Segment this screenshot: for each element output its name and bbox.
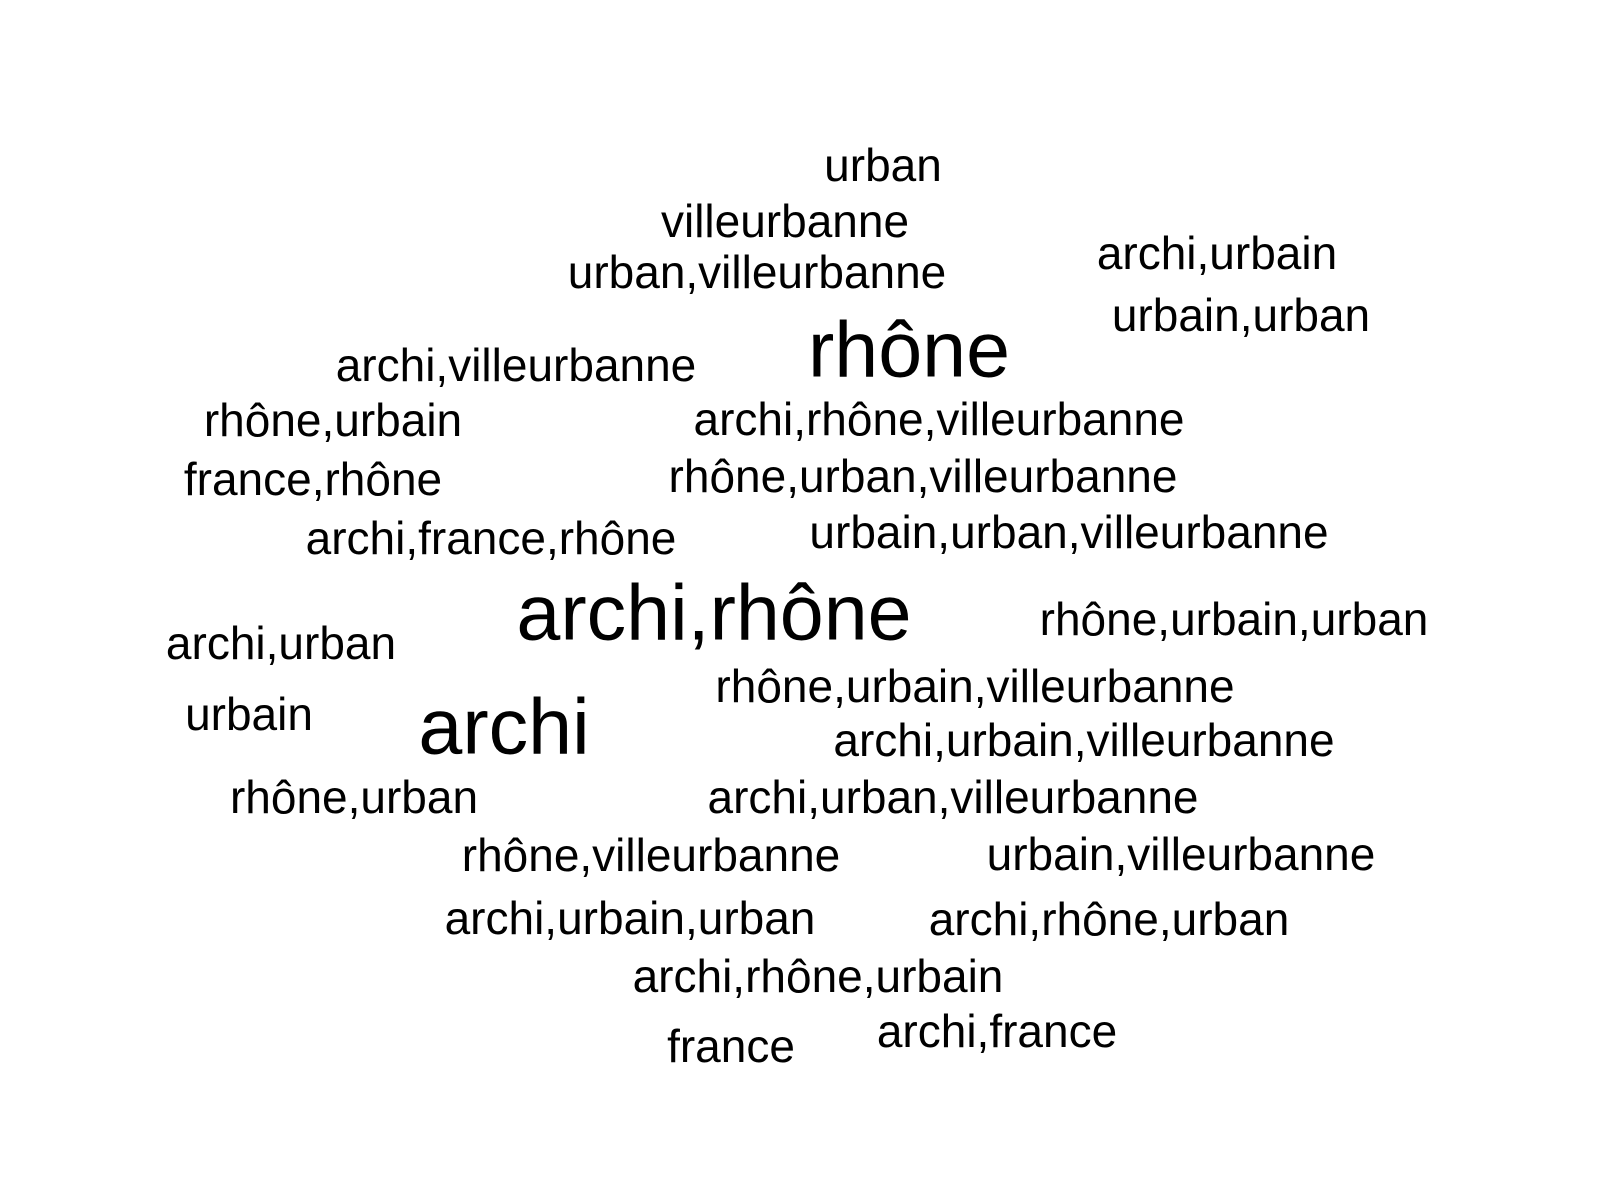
word-rhone-villeurbanne: rhône,villeurbanne (461, 829, 841, 881)
word-rhone-urban-villeurbanne: rhône,urban,villeurbanne (668, 450, 1178, 502)
word-france: france (667, 1020, 795, 1072)
word-archi-villeurbanne: archi,villeurbanne (335, 339, 697, 391)
word-urban-villeurbanne: urban,villeurbanne (567, 246, 947, 298)
word-rhone: rhône (807, 304, 1011, 394)
word-villeurbanne: villeurbanne (660, 195, 910, 247)
word-archi-rhone-urban: archi,rhône,urban (928, 893, 1290, 945)
word-france-rhone: france,rhône (183, 453, 443, 505)
word-urbain-villeurbanne: urbain,villeurbanne (986, 828, 1376, 880)
word-urbain-urban-villeurbanne: urbain,urban,villeurbanne (809, 506, 1329, 558)
word-urbain-urban: urbain,urban (1111, 289, 1371, 341)
word-rhone-urban: rhône,urban (229, 771, 479, 823)
word-archi-urban-villeurbanne: archi,urban,villeurbanne (707, 771, 1199, 823)
word-archi-rhone-urbain: archi,rhône,urbain (632, 950, 1004, 1002)
word-rhone-urbain-urban: rhône,urbain,urban (1039, 593, 1429, 645)
word-archi-urban: archi,urban (165, 617, 397, 669)
word-rhone-urbain-villeurbanne: rhône,urbain,villeurbanne (715, 660, 1235, 712)
word-urban: urban (824, 139, 942, 191)
word-archi-urbain-villeurbanne: archi,urbain,villeurbanne (833, 714, 1335, 766)
word-archi-rhone-villeurbanne: archi,rhône,villeurbanne (693, 393, 1185, 445)
word-archi-france: archi,france (876, 1005, 1118, 1057)
word-archi-urbain-urban: archi,urbain,urban (444, 892, 816, 944)
word-archi-rhone: archi,rhône (516, 567, 912, 657)
word-archi-urbain: archi,urbain (1096, 227, 1338, 279)
word-rhone-urbain: rhône,urbain (203, 394, 463, 446)
word-urbain: urbain (185, 688, 313, 740)
word-archi: archi (418, 681, 590, 771)
word-archi-france-rhone: archi,france,rhône (305, 512, 677, 564)
